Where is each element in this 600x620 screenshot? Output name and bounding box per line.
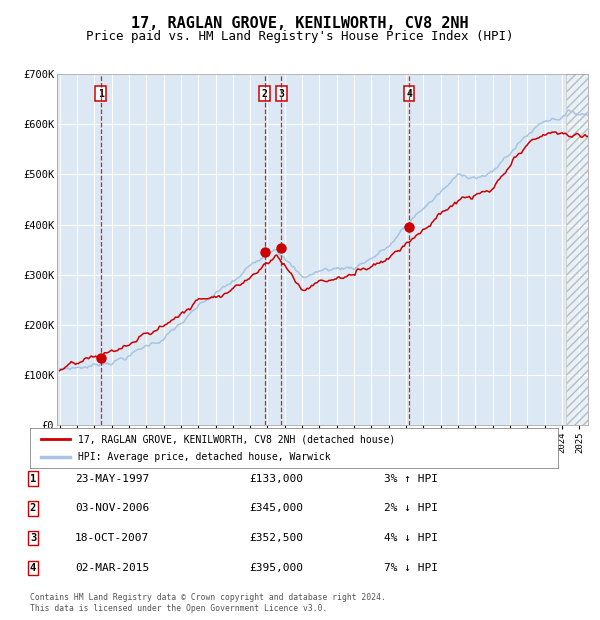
Text: 2: 2 bbox=[30, 503, 36, 513]
Text: 4% ↓ HPI: 4% ↓ HPI bbox=[384, 533, 438, 543]
Text: 4: 4 bbox=[30, 563, 36, 573]
Text: HPI: Average price, detached house, Warwick: HPI: Average price, detached house, Warw… bbox=[77, 452, 330, 462]
Text: £345,000: £345,000 bbox=[249, 503, 303, 513]
Text: 3: 3 bbox=[278, 89, 284, 99]
Text: 02-MAR-2015: 02-MAR-2015 bbox=[75, 563, 149, 573]
Text: 2: 2 bbox=[262, 89, 268, 99]
Text: Price paid vs. HM Land Registry's House Price Index (HPI): Price paid vs. HM Land Registry's House … bbox=[86, 30, 514, 43]
Text: 3: 3 bbox=[30, 533, 36, 543]
Text: £395,000: £395,000 bbox=[249, 563, 303, 573]
Text: 1: 1 bbox=[30, 474, 36, 484]
Text: 4: 4 bbox=[406, 89, 412, 99]
Text: 17, RAGLAN GROVE, KENILWORTH, CV8 2NH (detached house): 17, RAGLAN GROVE, KENILWORTH, CV8 2NH (d… bbox=[77, 434, 395, 444]
Text: 2% ↓ HPI: 2% ↓ HPI bbox=[384, 503, 438, 513]
Text: 1: 1 bbox=[98, 89, 104, 99]
Text: 03-NOV-2006: 03-NOV-2006 bbox=[75, 503, 149, 513]
Text: 3% ↑ HPI: 3% ↑ HPI bbox=[384, 474, 438, 484]
Text: 23-MAY-1997: 23-MAY-1997 bbox=[75, 474, 149, 484]
Text: 7% ↓ HPI: 7% ↓ HPI bbox=[384, 563, 438, 573]
Text: £352,500: £352,500 bbox=[249, 533, 303, 543]
Text: £133,000: £133,000 bbox=[249, 474, 303, 484]
Text: 17, RAGLAN GROVE, KENILWORTH, CV8 2NH: 17, RAGLAN GROVE, KENILWORTH, CV8 2NH bbox=[131, 16, 469, 30]
Text: Contains HM Land Registry data © Crown copyright and database right 2024.
This d: Contains HM Land Registry data © Crown c… bbox=[30, 593, 386, 613]
Text: 18-OCT-2007: 18-OCT-2007 bbox=[75, 533, 149, 543]
